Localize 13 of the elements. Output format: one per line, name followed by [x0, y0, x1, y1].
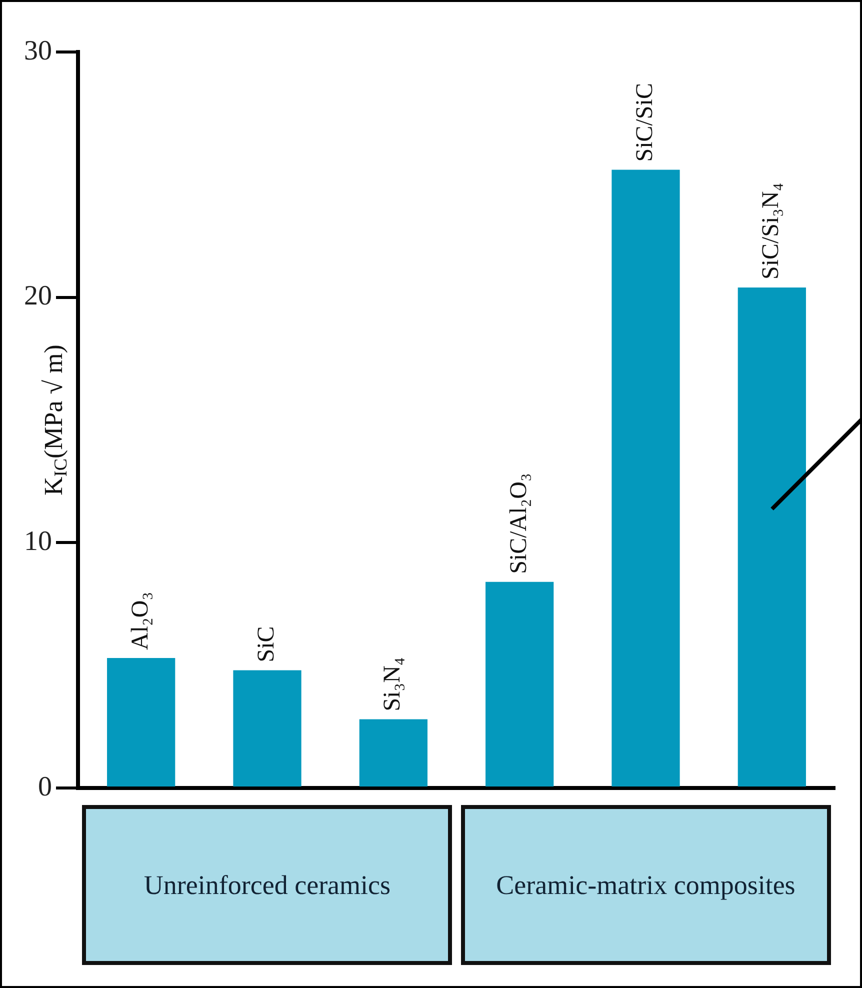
x-tick-label: SiC — [254, 626, 280, 662]
y-axis-title: KIC(MPa √ m) — [38, 344, 70, 496]
y-tick-label: 30 — [24, 35, 52, 66]
y-tick-label: 20 — [24, 280, 52, 312]
y-tick-label: 10 — [24, 526, 52, 558]
x-tick-label: Al₂O₃ — [127, 592, 154, 650]
x-tick-label: SiC/Al₂O₃ — [506, 473, 532, 574]
text: Ceramic-matrix composites — [460, 805, 831, 965]
x-tick-label: Si₃N₄ — [380, 657, 406, 712]
y-tick-label: 0 — [38, 771, 52, 802]
x-tick-label: SiC/SiC — [632, 83, 658, 162]
x-tick-label: SiC/Si₃N₄ — [758, 182, 784, 280]
text: Unreinforced ceramics — [82, 805, 452, 965]
